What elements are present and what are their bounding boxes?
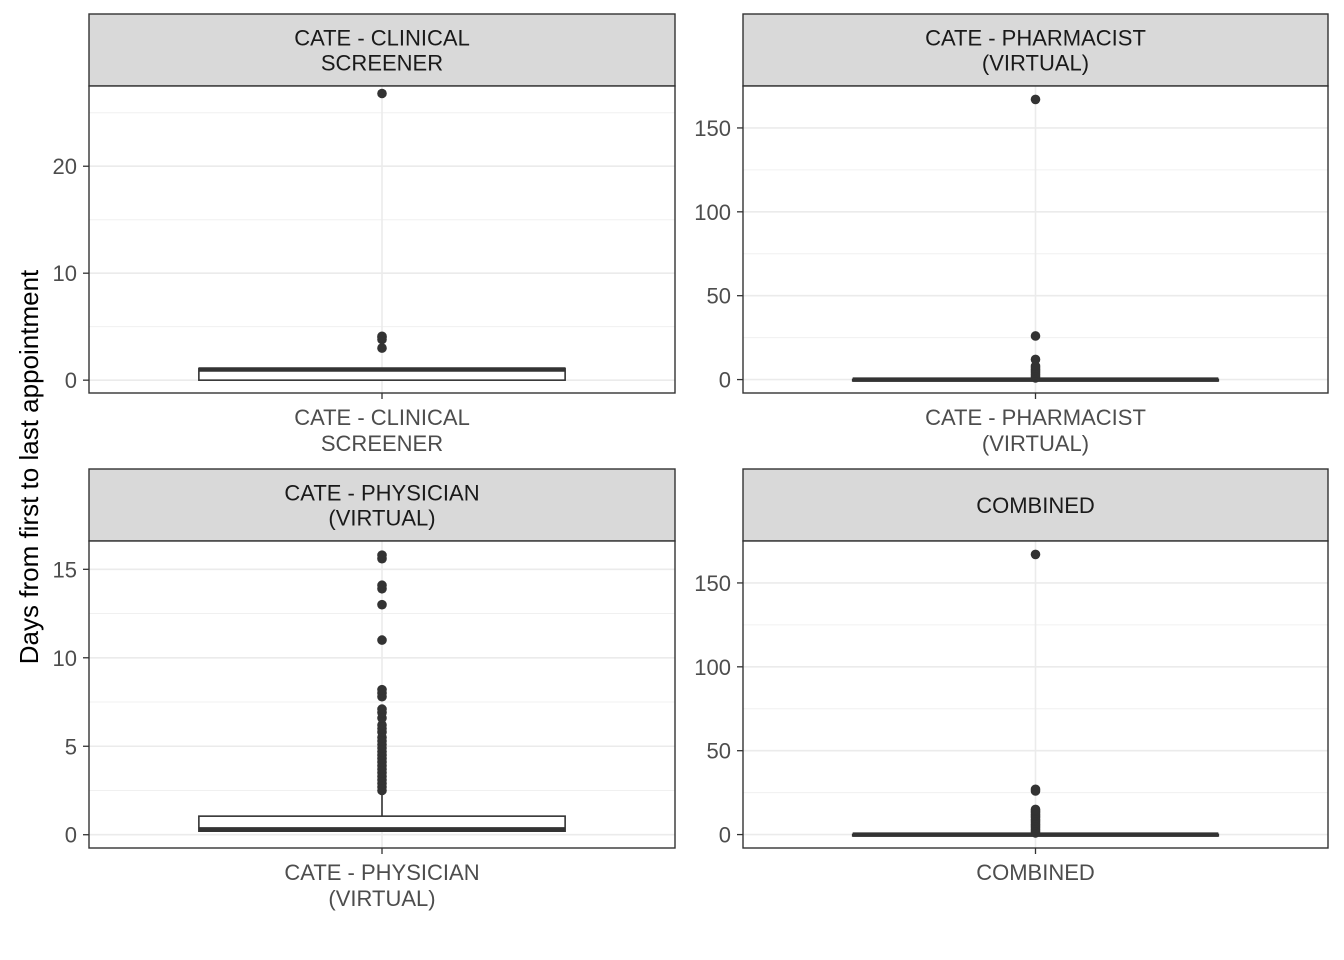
y-tick-label: 100 — [694, 655, 731, 680]
y-tick-label: 15 — [53, 557, 77, 582]
y-tick-label: 10 — [53, 261, 77, 286]
x-tick-label: CATE - PHYSICIAN — [284, 860, 479, 885]
x-tick-label: CATE - PHARMACIST — [925, 405, 1146, 430]
facet-panel: CATE - PHARMACIST(VIRTUAL)050100150CATE … — [694, 13, 1329, 456]
outlier-point — [377, 88, 387, 99]
outlier-point — [377, 704, 387, 714]
x-tick-label: (VIRTUAL) — [328, 886, 435, 911]
y-tick-label: 150 — [694, 571, 731, 596]
facet-strip-label: CATE - PHYSICIAN — [284, 481, 479, 506]
y-tick-label: 10 — [53, 646, 77, 671]
y-tick-label: 5 — [65, 734, 77, 759]
y-tick-label: 0 — [719, 368, 731, 393]
x-tick-label: CATE - CLINICAL — [294, 405, 470, 430]
y-tick-label: 50 — [707, 739, 731, 764]
y-tick-label: 0 — [719, 823, 731, 848]
facet-strip-label: COMBINED — [976, 493, 1095, 518]
facet-strip-label: SCREENER — [321, 51, 443, 76]
facet-strip — [88, 468, 676, 542]
outlier-point — [1030, 549, 1041, 560]
facet-strip-label: (VIRTUAL) — [328, 506, 435, 531]
y-axis-title: Days from first to last appointment — [14, 269, 44, 664]
y-tick-label: 0 — [65, 823, 77, 848]
y-tick-label: 0 — [65, 368, 77, 393]
outlier-point — [377, 550, 387, 560]
outlier-point — [1030, 354, 1041, 365]
outlier-point — [1030, 804, 1041, 815]
y-tick-label: 100 — [694, 200, 731, 225]
facet-strip-label: (VIRTUAL) — [982, 51, 1089, 76]
facet-panel: COMBINED 0 50 100 150 COMBINED — [694, 468, 1329, 885]
x-tick-label: (VIRTUAL) — [982, 431, 1089, 456]
outlier-point — [377, 580, 387, 591]
outlier-point — [1030, 331, 1041, 341]
outlier-point — [377, 635, 387, 645]
outlier-point — [377, 684, 387, 695]
facet-strip — [88, 13, 676, 87]
outlier-point — [377, 599, 387, 610]
facet-strip-label: CATE - CLINICAL — [294, 26, 470, 51]
outlier-point — [377, 343, 387, 353]
facet-strip — [742, 468, 1329, 542]
outlier-point — [377, 720, 387, 730]
outlier-point — [377, 331, 387, 342]
outlier-point — [1030, 94, 1041, 105]
x-tick-label: SCREENER — [321, 431, 443, 456]
y-tick-label: 150 — [694, 116, 731, 141]
outlier-point — [1030, 784, 1041, 795]
outlier-point — [1030, 361, 1041, 371]
y-tick-label: 20 — [53, 154, 77, 179]
facet-strip-label: CATE - PHARMACIST — [925, 26, 1146, 51]
facet-strip — [742, 13, 1329, 87]
x-tick-label: COMBINED — [976, 860, 1095, 885]
y-tick-label: 50 — [707, 284, 731, 309]
